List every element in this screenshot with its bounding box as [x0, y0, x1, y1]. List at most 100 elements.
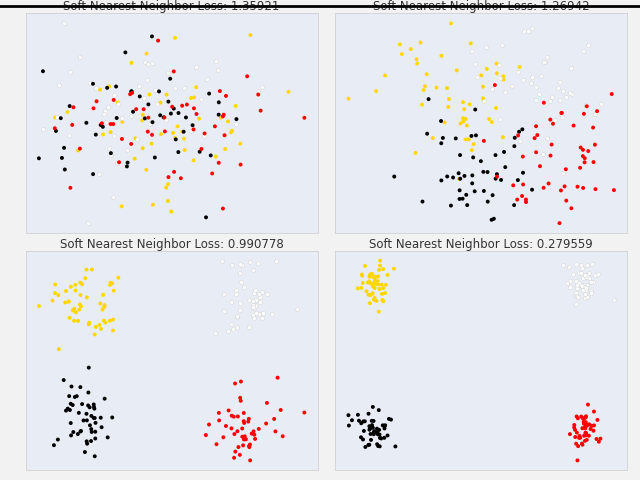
Point — [94, 322, 104, 329]
Point — [102, 85, 112, 93]
Point — [583, 401, 593, 408]
Point — [200, 131, 210, 138]
Point — [218, 205, 228, 213]
Point — [248, 298, 259, 305]
Point — [170, 35, 180, 43]
Point — [369, 274, 380, 282]
Point — [76, 384, 86, 391]
Point — [365, 424, 376, 432]
Point — [97, 120, 107, 128]
Point — [594, 438, 604, 445]
Point — [571, 300, 581, 308]
Point — [572, 277, 582, 285]
Point — [581, 285, 591, 292]
Point — [74, 409, 84, 417]
Point — [438, 135, 448, 143]
Point — [369, 280, 380, 288]
Point — [557, 110, 567, 118]
Point — [364, 426, 374, 433]
Point — [410, 150, 420, 157]
Point — [220, 146, 230, 154]
Point — [101, 119, 111, 126]
Point — [555, 97, 565, 105]
Point — [436, 118, 446, 126]
Point — [574, 434, 584, 442]
Point — [580, 425, 590, 432]
Point — [353, 285, 363, 293]
Point — [126, 60, 136, 68]
Point — [417, 101, 427, 109]
Point — [253, 290, 264, 298]
Point — [547, 94, 557, 102]
Point — [88, 401, 99, 408]
Point — [196, 146, 207, 154]
Point — [53, 292, 63, 300]
Point — [584, 275, 594, 283]
Point — [76, 291, 86, 299]
Point — [570, 433, 580, 441]
Point — [140, 115, 150, 123]
Point — [122, 163, 132, 171]
Point — [160, 128, 170, 136]
Point — [177, 103, 188, 110]
Point — [128, 108, 138, 116]
Point — [186, 128, 196, 135]
Point — [467, 48, 477, 56]
Point — [561, 166, 571, 174]
Point — [579, 420, 589, 428]
Point — [34, 302, 44, 310]
Point — [70, 287, 81, 295]
Point — [582, 421, 593, 429]
Point — [494, 62, 504, 70]
Point — [589, 422, 599, 430]
Point — [237, 425, 247, 432]
Point — [586, 290, 596, 298]
Point — [60, 299, 70, 307]
Point — [165, 76, 175, 84]
Point — [81, 266, 92, 274]
Point — [577, 264, 587, 272]
Point — [68, 428, 79, 436]
Point — [99, 108, 109, 116]
Point — [356, 433, 366, 441]
Point — [592, 416, 602, 424]
Point — [248, 312, 259, 319]
Point — [227, 425, 237, 432]
Point — [105, 317, 115, 325]
Point — [201, 214, 211, 222]
Point — [446, 21, 456, 28]
Point — [364, 441, 374, 449]
Point — [358, 418, 369, 425]
Point — [78, 417, 88, 424]
Point — [218, 433, 228, 441]
Point — [527, 25, 537, 33]
Point — [380, 421, 390, 429]
Point — [495, 75, 505, 83]
Point — [507, 84, 517, 91]
Point — [590, 141, 600, 148]
Point — [499, 149, 509, 156]
Point — [163, 174, 173, 181]
Point — [227, 412, 237, 420]
Point — [572, 183, 582, 191]
Point — [262, 399, 272, 407]
Point — [363, 279, 373, 287]
Point — [83, 389, 93, 396]
Point — [376, 435, 387, 443]
Point — [589, 408, 599, 416]
Point — [38, 68, 48, 76]
Point — [367, 271, 378, 278]
Point — [249, 314, 259, 322]
Point — [195, 149, 205, 156]
Point — [66, 283, 76, 291]
Point — [179, 135, 189, 143]
Point — [397, 51, 407, 59]
Point — [237, 433, 248, 441]
Point — [122, 147, 132, 155]
Point — [581, 287, 591, 294]
Point — [159, 114, 170, 122]
Point — [374, 431, 385, 438]
Point — [257, 288, 268, 296]
Point — [69, 305, 79, 313]
Point — [500, 164, 510, 172]
